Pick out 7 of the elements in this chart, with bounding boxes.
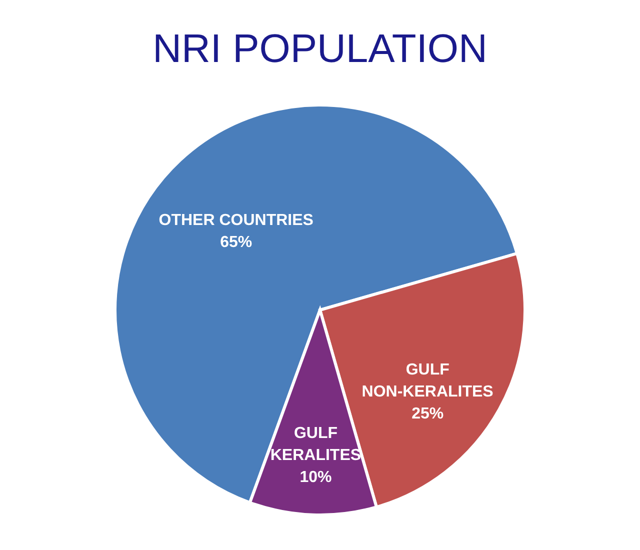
data-label: 65%: [220, 234, 252, 252]
slice-label: GULF KERALITES: [270, 424, 362, 464]
slice-label: OTHER COUNTRIES: [158, 212, 314, 230]
data-label: 25%: [412, 406, 444, 423]
chart-title: NRI POPULATION: [152, 27, 488, 71]
data-label: 10%: [300, 468, 332, 486]
slice-label: GULF NON-KERALITES: [362, 362, 494, 401]
